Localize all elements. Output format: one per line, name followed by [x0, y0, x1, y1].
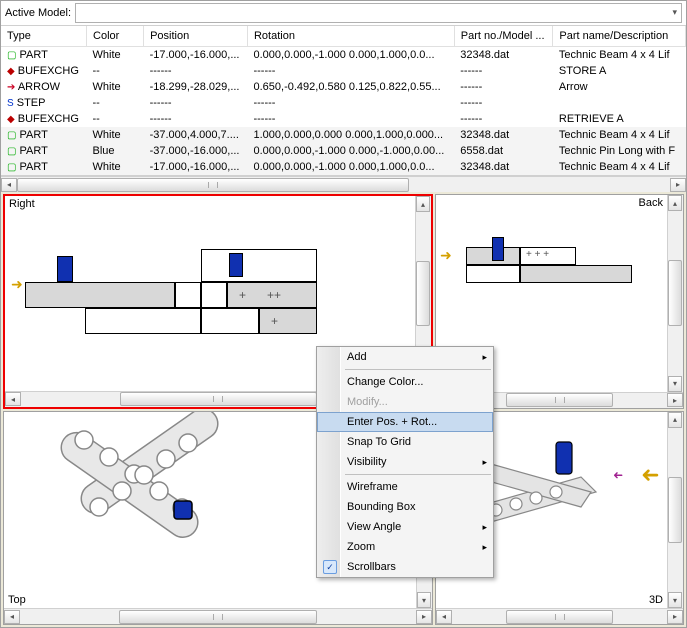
- table-row[interactable]: ▢ PARTWhite-37.000,4.000,7....1.000,0.00…: [1, 127, 686, 143]
- toolbar: Active Model:: [1, 1, 686, 26]
- viewport-label: Top: [8, 594, 26, 606]
- menu-item[interactable]: Bounding Box: [317, 497, 493, 517]
- parts-table: TypeColorPositionRotationPart no./Model …: [1, 26, 686, 176]
- menu-item[interactable]: Scrollbars✓: [317, 557, 493, 577]
- hscroll[interactable]: ◂ ▸: [436, 608, 683, 624]
- scroll-thumb[interactable]: [416, 261, 430, 326]
- arrow-icon: ➔: [7, 82, 15, 93]
- buf-icon: ◆: [7, 114, 15, 125]
- axis-arrow-icon: ➜: [613, 468, 623, 482]
- table-body: ▢ PARTWhite-17.000,-16.000,...0.000,0.00…: [1, 47, 686, 176]
- menu-item[interactable]: Wireframe: [317, 477, 493, 497]
- menu-item[interactable]: Snap To Grid: [317, 432, 493, 452]
- block: [492, 237, 504, 261]
- block: [466, 265, 520, 283]
- column-header[interactable]: Type: [1, 26, 87, 47]
- table-row[interactable]: ▢ PARTWhite-17.000,-16.000,...0.000,0.00…: [1, 159, 686, 175]
- block: [25, 282, 175, 308]
- menu-item[interactable]: View Angle▸: [317, 517, 493, 537]
- plus-icon: ++: [267, 288, 281, 302]
- axis-arrow-icon: ➜: [11, 276, 23, 293]
- vscroll[interactable]: ▴ ▾: [667, 412, 683, 609]
- block: [85, 308, 201, 334]
- submenu-arrow-icon: ▸: [482, 522, 487, 533]
- submenu-arrow-icon: ▸: [482, 542, 487, 553]
- viewport-label: Back: [639, 197, 663, 209]
- part-icon: ▢: [7, 146, 16, 157]
- viewport-label: Right: [9, 198, 35, 210]
- menu-item[interactable]: Visibility▸: [317, 452, 493, 472]
- menu-item[interactable]: Zoom▸: [317, 537, 493, 557]
- menu-item: Modify...: [317, 392, 493, 412]
- submenu-arrow-icon: ▸: [482, 457, 487, 468]
- table-row[interactable]: ◆ BUFEXCHG--------------------RETRIEVE A: [1, 111, 686, 127]
- scroll-right-arrow[interactable]: ▸: [670, 178, 686, 192]
- plus-icon: + + +: [526, 249, 549, 260]
- part-icon: ▢: [7, 50, 16, 61]
- column-header[interactable]: Part name/Description: [553, 26, 686, 47]
- context-menu: Add▸ Change Color...Modify...Enter Pos. +…: [316, 346, 494, 578]
- menu-item[interactable]: Change Color...: [317, 372, 493, 392]
- table-row[interactable]: ▢ PARTWhite-17.000,-16.000,...0.000,0.00…: [1, 47, 686, 64]
- column-header[interactable]: Rotation: [247, 26, 454, 47]
- submenu-arrow-icon: ▸: [482, 352, 487, 363]
- column-header[interactable]: Position: [144, 26, 248, 47]
- block: [201, 282, 227, 308]
- scroll-thumb[interactable]: [17, 178, 409, 192]
- vscroll[interactable]: ▴ ▾: [667, 195, 683, 392]
- block: [201, 308, 259, 334]
- part-icon: ▢: [7, 130, 16, 141]
- block: [229, 253, 243, 277]
- table-row[interactable]: ▢ PARTBlue-37.000,-16.000,...0.000,0.000…: [1, 143, 686, 159]
- plus-icon: +: [271, 314, 278, 328]
- step-icon: S: [7, 98, 14, 109]
- active-model-label: Active Model:: [5, 7, 71, 19]
- viewport-label: 3D: [649, 594, 663, 606]
- scroll-up-arrow[interactable]: ▴: [416, 196, 430, 212]
- block: [175, 282, 201, 308]
- plus-icon: +: [239, 288, 246, 302]
- column-header[interactable]: Part no./Model ...: [454, 26, 553, 47]
- part-icon: ▢: [7, 162, 16, 173]
- block: [520, 265, 632, 283]
- table-hscroll[interactable]: ◂ ▸: [1, 176, 686, 192]
- block: [201, 249, 317, 282]
- column-header[interactable]: Color: [87, 26, 144, 47]
- menu-item[interactable]: Add▸: [317, 347, 493, 367]
- block: [57, 256, 73, 282]
- buf-icon: ◆: [7, 66, 15, 77]
- hscroll[interactable]: ◂ ▸: [4, 608, 432, 624]
- table-row[interactable]: ◆ BUFEXCHG--------------------STORE A: [1, 63, 686, 79]
- table-header-row: TypeColorPositionRotationPart no./Model …: [1, 26, 686, 47]
- menu-item[interactable]: Enter Pos. + Rot...: [317, 412, 493, 432]
- check-icon: ✓: [323, 560, 337, 574]
- axis-arrow-icon: ➜: [641, 462, 659, 488]
- table-row[interactable]: S STEP--------------------: [1, 95, 686, 111]
- axis-arrow-icon: ➜: [440, 247, 452, 264]
- table-row[interactable]: ➔ ARROWWhite-18.299,-28.029,...0.650,-0.…: [1, 79, 686, 95]
- scroll-left-arrow[interactable]: ◂: [1, 178, 17, 192]
- block: [259, 308, 317, 334]
- active-model-dropdown[interactable]: [75, 3, 682, 23]
